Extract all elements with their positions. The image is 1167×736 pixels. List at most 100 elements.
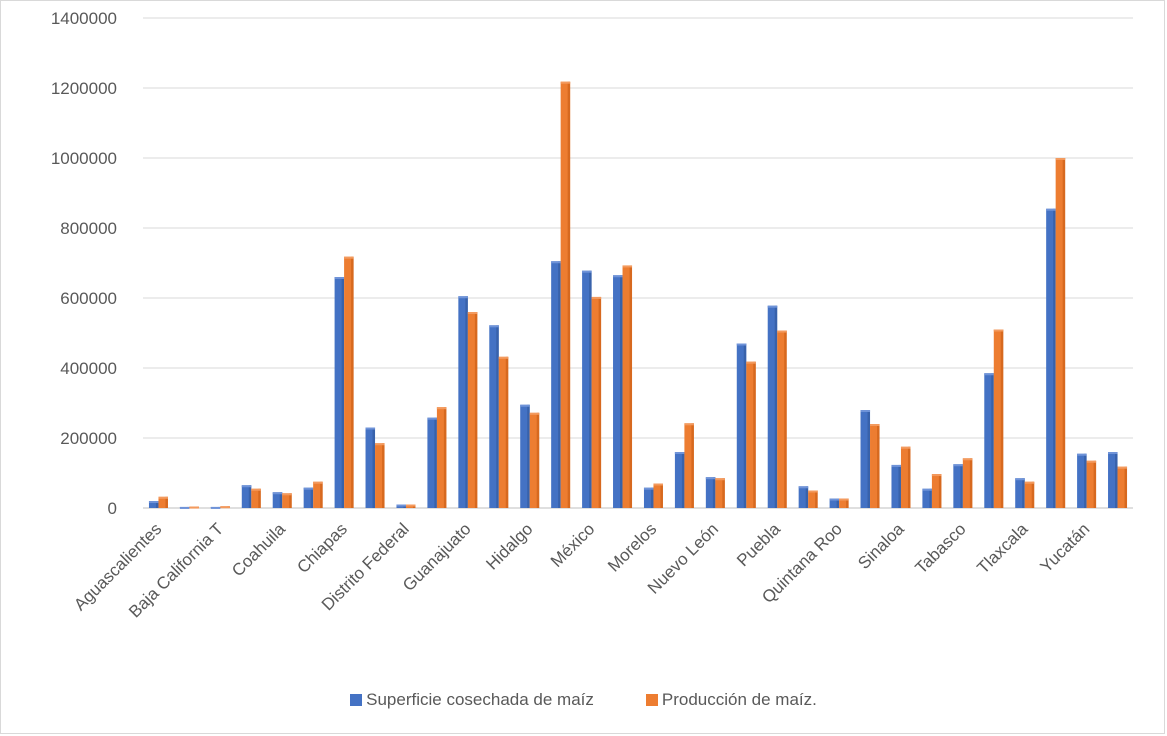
bar-top bbox=[189, 507, 199, 509]
bar-top bbox=[922, 489, 932, 491]
bar-top bbox=[994, 330, 1004, 332]
legend-swatch-superficie bbox=[350, 694, 362, 706]
y-tick-label: 1200000 bbox=[51, 79, 117, 98]
bar-shade bbox=[970, 458, 973, 508]
bar-shade bbox=[475, 312, 478, 508]
bar-top bbox=[1025, 482, 1035, 484]
y-tick-label: 200000 bbox=[60, 429, 117, 448]
bar-top bbox=[1108, 452, 1118, 454]
y-tick-label: 0 bbox=[108, 499, 117, 518]
bar-top bbox=[644, 488, 654, 490]
bar-top bbox=[437, 407, 447, 409]
bar-top bbox=[675, 452, 685, 454]
bar-shade bbox=[877, 424, 880, 508]
bar-top bbox=[1015, 478, 1025, 480]
x-tick-label: Tabasco bbox=[911, 519, 969, 577]
bar-top bbox=[282, 493, 292, 495]
bar-top bbox=[861, 410, 871, 412]
bar-shade bbox=[806, 486, 809, 508]
bar-shade bbox=[599, 297, 602, 508]
bar-shade bbox=[908, 447, 911, 508]
bar-shade bbox=[311, 488, 314, 508]
bar-top bbox=[158, 497, 168, 499]
bar-top bbox=[746, 362, 756, 364]
bar-shade bbox=[506, 357, 509, 508]
legend-item-produccion: Producción de maíz. bbox=[646, 690, 817, 710]
bar-shade bbox=[651, 488, 654, 508]
y-tick-label: 800000 bbox=[60, 219, 117, 238]
x-tick-label: Morelos bbox=[604, 519, 660, 575]
bar-shade bbox=[929, 489, 932, 508]
bar-shade bbox=[258, 489, 261, 508]
bar-shade bbox=[682, 452, 685, 508]
bar-top bbox=[180, 507, 190, 509]
bar-top bbox=[830, 499, 840, 501]
bar-top bbox=[220, 506, 230, 508]
bar-top bbox=[304, 488, 314, 490]
bar-top bbox=[427, 418, 437, 420]
y-tick-label: 600000 bbox=[60, 289, 117, 308]
bar-shade bbox=[784, 331, 787, 508]
bar-top bbox=[963, 458, 973, 460]
x-tick-label: Chiapas bbox=[293, 519, 351, 577]
bar-top bbox=[582, 271, 592, 273]
bar-top bbox=[1077, 454, 1087, 456]
bar-top bbox=[839, 499, 849, 501]
bar-shade bbox=[1001, 330, 1004, 509]
bar-top bbox=[396, 505, 406, 507]
bar-shade bbox=[1115, 452, 1118, 508]
bar-top bbox=[1056, 158, 1066, 160]
bar-top bbox=[406, 505, 416, 507]
bar-shade bbox=[620, 275, 623, 508]
bar-shade bbox=[527, 405, 530, 508]
bar-shade bbox=[444, 407, 447, 508]
bar-shade bbox=[382, 443, 385, 508]
bar-shade bbox=[630, 265, 633, 508]
bar-top bbox=[870, 424, 880, 426]
y-tick-label: 1400000 bbox=[51, 9, 117, 28]
bar-top bbox=[684, 423, 694, 425]
bar-shade bbox=[465, 296, 468, 508]
bar-shade bbox=[1094, 461, 1097, 508]
legend-label-produccion: Producción de maíz. bbox=[662, 690, 817, 710]
x-tick-label: Puebla bbox=[733, 519, 784, 570]
x-tick-label: Sinaloa bbox=[854, 519, 908, 573]
bar-top bbox=[706, 477, 716, 479]
bar-shade bbox=[1084, 454, 1087, 508]
bar-top bbox=[489, 325, 499, 327]
bar-shade bbox=[434, 418, 437, 508]
bar-top bbox=[737, 344, 747, 346]
bar-shade bbox=[342, 277, 345, 508]
bar-top bbox=[242, 485, 252, 487]
bar-top bbox=[901, 447, 911, 449]
bar-top bbox=[777, 331, 787, 333]
bar-shade bbox=[815, 491, 818, 509]
bar-top bbox=[530, 413, 540, 415]
bar-shade bbox=[691, 423, 694, 508]
bar-top bbox=[149, 501, 159, 503]
bar-shade bbox=[280, 492, 283, 508]
x-tick-label: México bbox=[547, 519, 599, 571]
bar-top bbox=[561, 82, 571, 84]
bar-shade bbox=[775, 306, 778, 508]
bar-top bbox=[891, 465, 901, 467]
legend-swatch-produccion bbox=[646, 694, 658, 706]
legend-label-superficie: Superficie cosechada de maíz bbox=[366, 690, 594, 710]
bar-top bbox=[551, 261, 561, 263]
bar-top bbox=[653, 484, 663, 486]
bar-top bbox=[768, 306, 778, 308]
chart-legend: Superficie cosechada de maíz Producción … bbox=[0, 690, 1167, 710]
bar-shade bbox=[537, 413, 540, 508]
bar-shade bbox=[868, 410, 871, 508]
bar-shade bbox=[373, 428, 376, 509]
bar-top bbox=[468, 312, 478, 314]
x-tick-label: Coahuila bbox=[228, 519, 289, 580]
bar-top bbox=[335, 277, 345, 279]
x-tick-label: Hidalgo bbox=[482, 519, 536, 573]
bar-top bbox=[1046, 209, 1056, 211]
bar-shade bbox=[496, 325, 499, 508]
bar-shade bbox=[960, 464, 963, 508]
bar-shade bbox=[744, 344, 747, 509]
bar-top bbox=[375, 443, 385, 445]
